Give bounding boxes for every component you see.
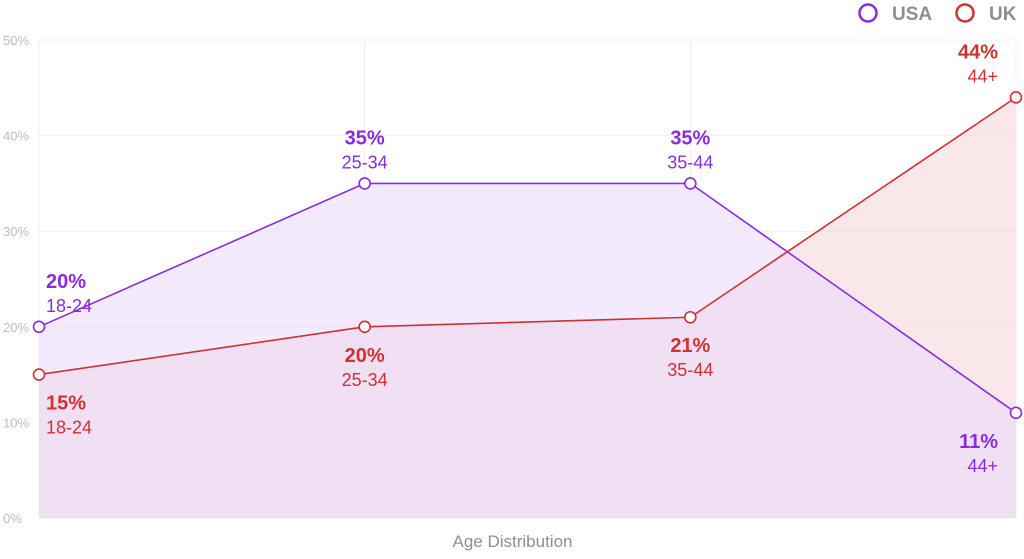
area-usa <box>39 183 1016 518</box>
value-label-uk: 44% <box>958 41 998 63</box>
y-tick-label: 10% <box>3 415 29 430</box>
point-usa[interactable] <box>1009 406 1023 420</box>
point-uk[interactable] <box>358 320 371 334</box>
legend[interactable]: USA UK <box>858 3 1017 25</box>
y-tick-label: 20% <box>3 320 29 335</box>
line-uk <box>38 96 1017 376</box>
value-label-uk: 15% <box>46 393 86 415</box>
category-label-uk: 25-34 <box>342 370 388 390</box>
value-label-uk: 21% <box>670 335 710 357</box>
point-uk[interactable] <box>32 368 46 381</box>
value-label-usa: 20% <box>46 271 86 293</box>
value-label-usa: 11% <box>959 431 998 453</box>
point-usa[interactable] <box>358 177 371 190</box>
y-tick-label: 0% <box>3 511 22 526</box>
category-label-usa: 25-34 <box>342 152 388 172</box>
point-uk[interactable] <box>1009 91 1023 104</box>
legend-marker-usa[interactable] <box>858 3 878 23</box>
legend-label-uk[interactable]: UK <box>989 4 1017 25</box>
category-label-uk: 35-44 <box>667 360 713 380</box>
legend-marker-uk[interactable] <box>955 3 975 23</box>
point-usa[interactable] <box>684 177 697 190</box>
point-uk[interactable] <box>684 310 697 324</box>
y-tick-label: 50% <box>3 33 29 48</box>
line-usa <box>38 182 1017 414</box>
x-axis-label: Age Distribution <box>452 532 572 551</box>
point-usa[interactable] <box>32 320 46 334</box>
value-label-usa: 35% <box>670 127 710 149</box>
legend-label-usa[interactable]: USA <box>892 4 932 25</box>
category-label-uk: 44+ <box>967 66 998 86</box>
value-label-usa: 35% <box>345 127 385 149</box>
category-label-uk: 18-24 <box>46 418 92 438</box>
y-tick-label: 30% <box>3 224 29 239</box>
y-tick-label: 40% <box>3 129 29 144</box>
category-label-usa: 35-44 <box>667 152 713 172</box>
category-label-usa: 44+ <box>967 456 998 476</box>
value-label-uk: 20% <box>345 345 385 367</box>
category-label-usa: 18-24 <box>46 296 92 316</box>
